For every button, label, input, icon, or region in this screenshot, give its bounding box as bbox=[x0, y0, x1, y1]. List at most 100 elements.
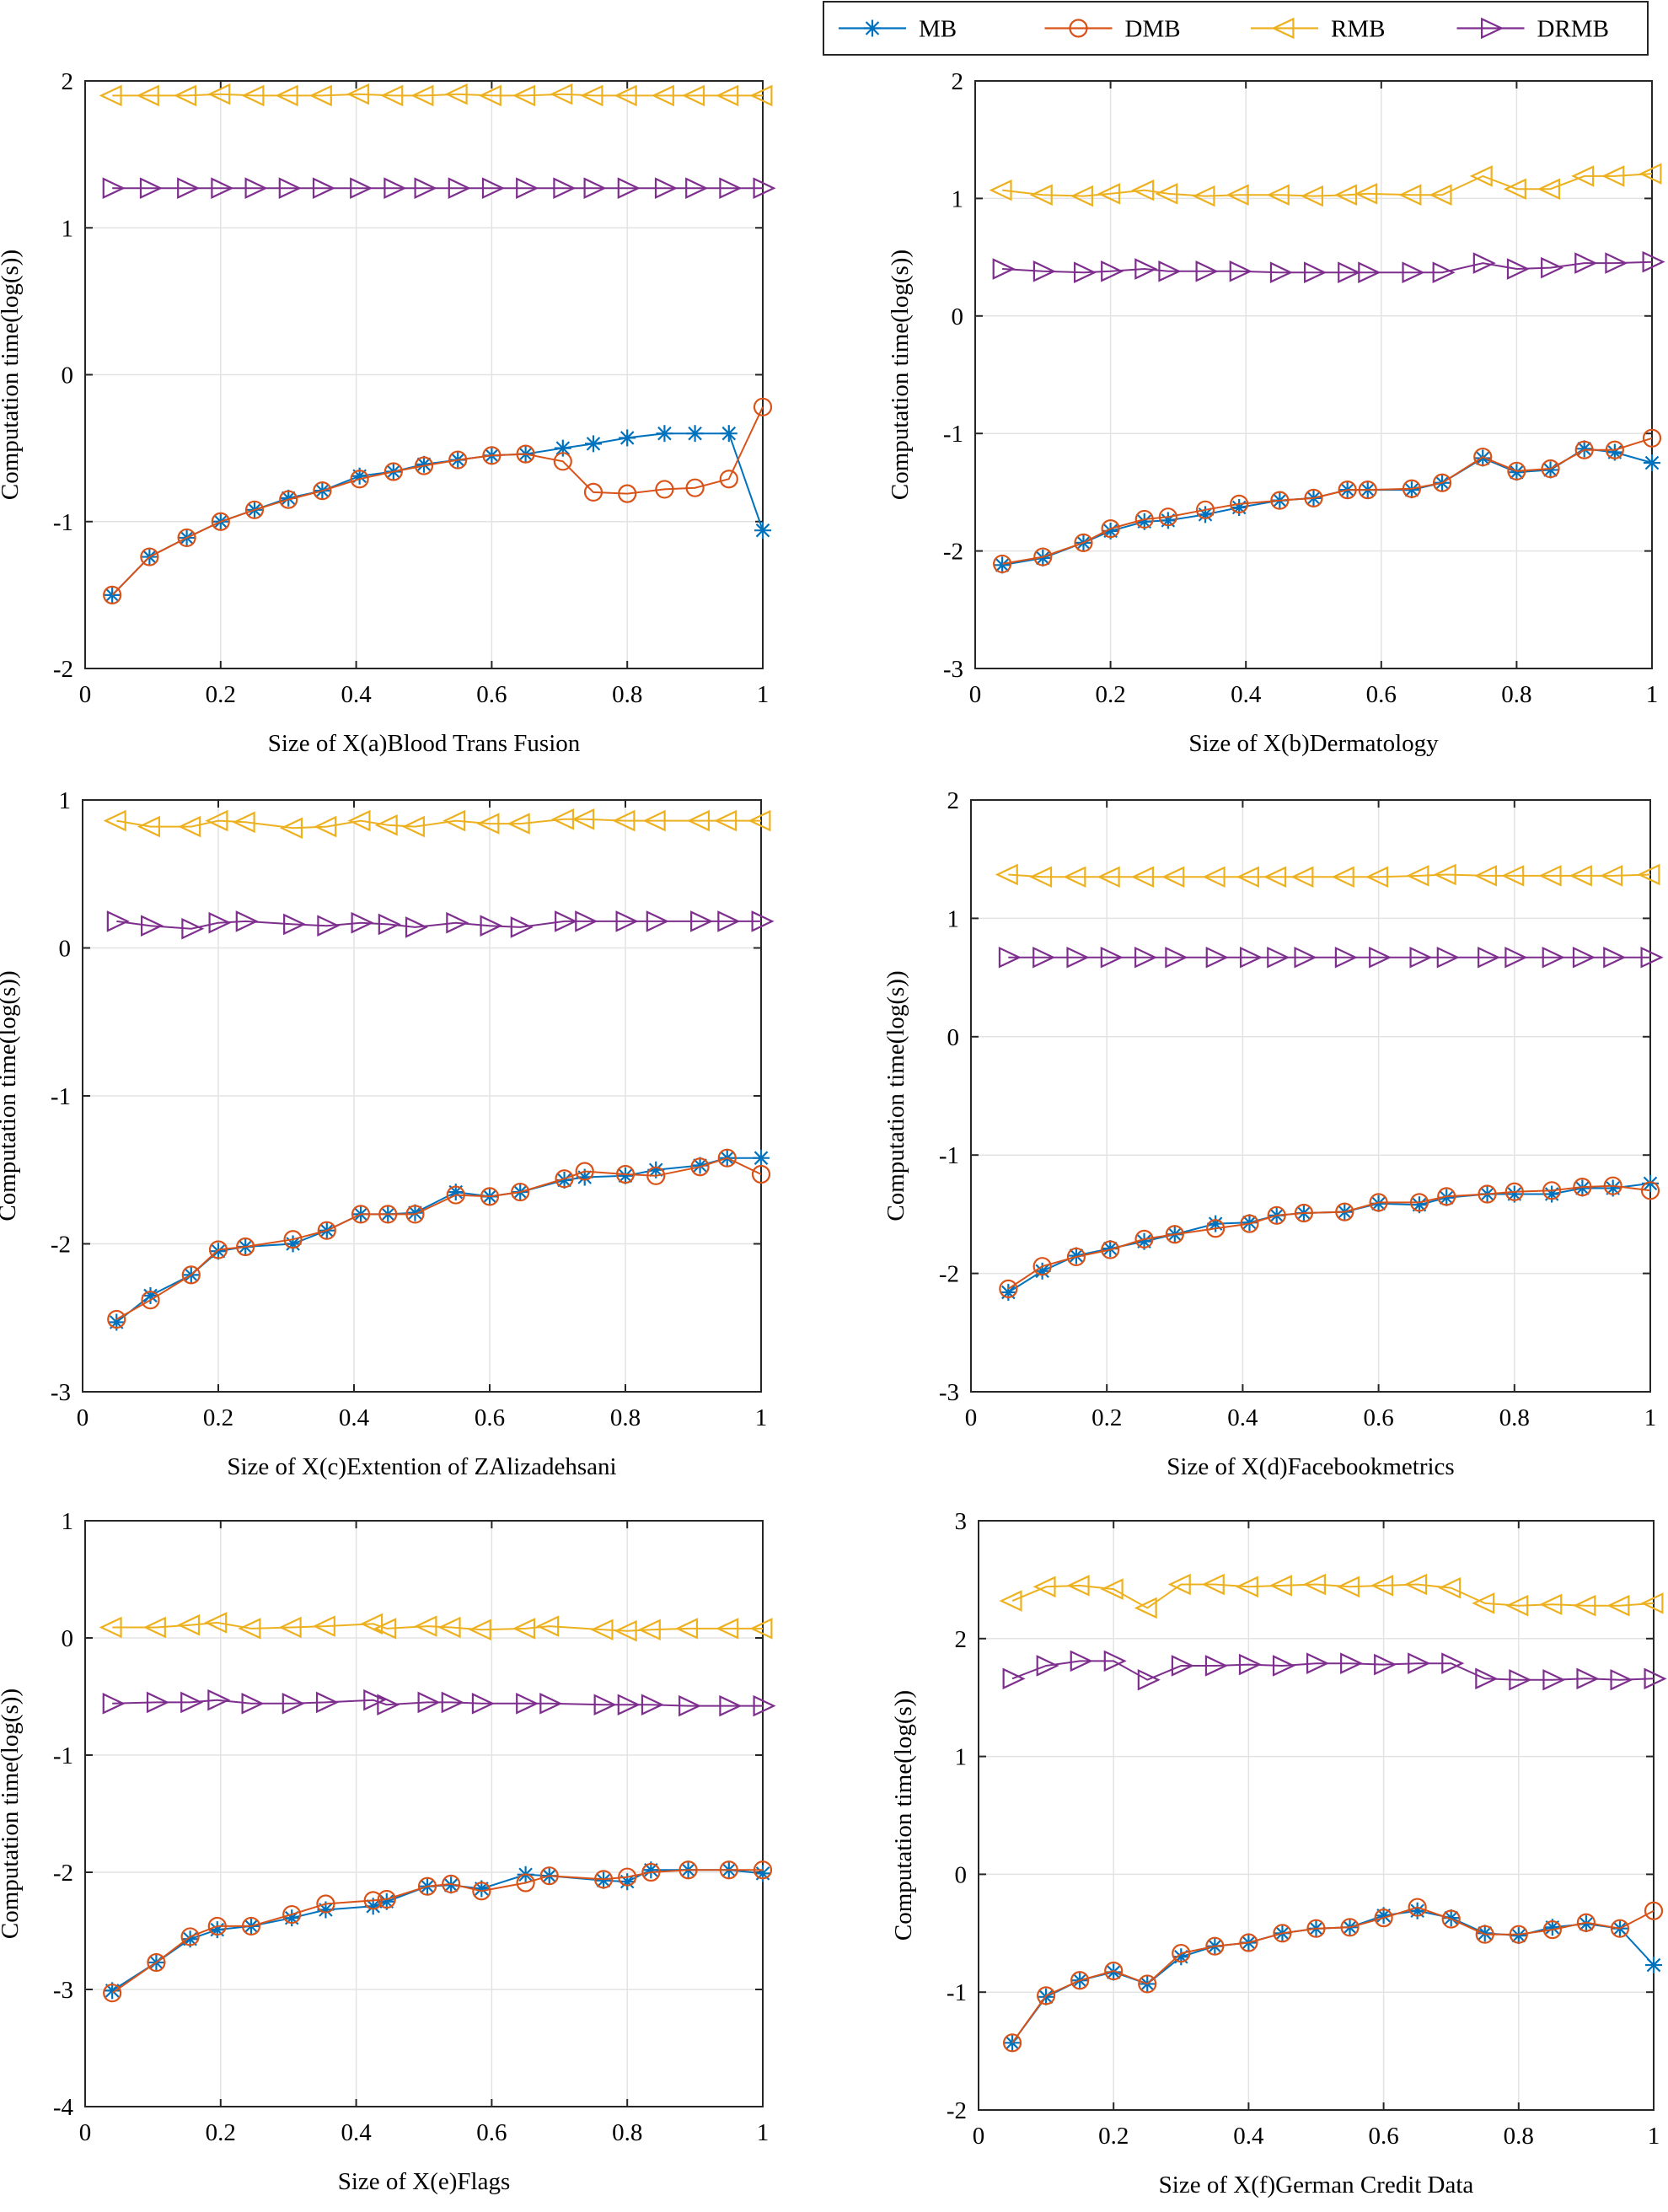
data-point-drmb bbox=[180, 1691, 204, 1714]
data-point-dmb bbox=[999, 1279, 1018, 1298]
series-line-dmb bbox=[1001, 437, 1653, 565]
data-point-drmb bbox=[1272, 1655, 1296, 1677]
data-point-dmb bbox=[1644, 1901, 1664, 1920]
legend-label-rmb: RMB bbox=[1331, 16, 1385, 43]
data-point-dmb bbox=[448, 450, 468, 470]
data-point-drmb bbox=[1334, 946, 1358, 969]
data-point-rmb bbox=[1354, 183, 1378, 205]
data-point-mb bbox=[406, 1204, 424, 1221]
legend-entry-mb: MB bbox=[839, 16, 957, 43]
data-point-drmb bbox=[1402, 261, 1425, 284]
data-point-rmb bbox=[278, 1616, 302, 1639]
data-point-drmb bbox=[1204, 1655, 1228, 1677]
y-tick-label: 2 bbox=[952, 68, 964, 95]
data-point-rmb bbox=[174, 84, 197, 107]
series-rmb bbox=[989, 163, 1662, 207]
data-point-drmb bbox=[1436, 946, 1460, 969]
data-point-drmb bbox=[1338, 261, 1361, 284]
series-dmb bbox=[103, 1860, 773, 2003]
data-point-mb bbox=[1543, 1185, 1561, 1203]
data-point-rmb bbox=[1236, 866, 1259, 889]
data-point-drmb bbox=[719, 1694, 743, 1717]
data-point-rmb bbox=[1398, 184, 1422, 207]
y-tick-label: 1 bbox=[62, 215, 74, 242]
data-point-rmb bbox=[1505, 1594, 1529, 1617]
data-point-dmb bbox=[753, 397, 773, 416]
data-point-dmb bbox=[1306, 1919, 1326, 1938]
data-point-rmb bbox=[360, 1613, 383, 1635]
data-point-drmb bbox=[1542, 946, 1565, 969]
data-point-rmb bbox=[205, 809, 228, 832]
data-point-dmb bbox=[685, 478, 705, 497]
data-point-drmb bbox=[481, 177, 505, 199]
x-tick-label: 0.6 bbox=[1366, 681, 1397, 708]
data-point-mb bbox=[1476, 1925, 1494, 1942]
data-point-rmb bbox=[142, 1616, 166, 1639]
chart-panel-0: 0 0.2 0.4 0.6 0.8 1 -2 -1 0 1 2 Size of X(a)Blood T… bbox=[0, 68, 776, 757]
data-point-rmb bbox=[1473, 865, 1498, 887]
data-point-rmb bbox=[682, 84, 705, 107]
data-point-dmb bbox=[993, 554, 1012, 574]
data-point-drmb bbox=[1032, 260, 1056, 282]
y-tick-label: -2 bbox=[51, 1232, 71, 1259]
data-point-drmb bbox=[1574, 252, 1598, 274]
data-point-drmb bbox=[1306, 1652, 1330, 1674]
y-tick-label: -3 bbox=[943, 656, 963, 683]
data-point-rmb bbox=[1029, 866, 1053, 889]
data-point-dmb bbox=[646, 1166, 666, 1185]
data-point-mb bbox=[1645, 1957, 1662, 1974]
data-point-dmb bbox=[1542, 1181, 1562, 1200]
y-tick-label: -1 bbox=[53, 509, 73, 536]
data-point-drmb bbox=[1158, 260, 1182, 282]
data-point-drmb bbox=[235, 910, 259, 932]
data-point-dmb bbox=[1165, 1225, 1184, 1244]
data-point-rmb bbox=[1167, 1573, 1191, 1596]
data-point-dmb bbox=[1374, 1909, 1393, 1928]
data-point-dmb bbox=[1335, 1202, 1354, 1221]
data-point-drmb bbox=[1032, 946, 1056, 969]
x-tick-label: 0.2 bbox=[1098, 2123, 1129, 2150]
data-point-mb bbox=[554, 439, 571, 457]
data-point-drmb bbox=[654, 177, 678, 199]
data-point-mb bbox=[754, 522, 771, 540]
data-point-rmb bbox=[1539, 1593, 1563, 1616]
x-tick-label: 0.8 bbox=[1504, 2123, 1534, 2150]
series-rmb bbox=[99, 83, 773, 107]
data-point-rmb bbox=[275, 84, 298, 107]
data-point-drmb bbox=[753, 1694, 776, 1717]
data-point-rmb bbox=[674, 1618, 699, 1640]
data-point-dmb bbox=[351, 1205, 371, 1224]
data-point-drmb bbox=[1002, 1667, 1026, 1690]
data-point-rmb bbox=[347, 809, 371, 832]
data-point-dmb bbox=[480, 1187, 500, 1206]
y-tick-label: -1 bbox=[939, 1142, 959, 1169]
data-point-rmb bbox=[507, 813, 530, 835]
data-point-dmb bbox=[719, 470, 738, 489]
data-point-drmb bbox=[1165, 946, 1188, 969]
data-point-rmb bbox=[1300, 185, 1324, 207]
data-point-rmb bbox=[590, 1619, 614, 1641]
y-tick-label: -2 bbox=[939, 1261, 959, 1288]
data-point-dmb bbox=[107, 1309, 126, 1329]
data-point-drmb bbox=[1576, 1667, 1600, 1690]
data-point-rmb bbox=[1569, 865, 1592, 887]
x-axis-label: Size of X(d)Facebookmetrics bbox=[1167, 1453, 1454, 1480]
y-tick-label: 2 bbox=[955, 1626, 968, 1653]
data-point-mb bbox=[1542, 461, 1559, 479]
series-line-rmb bbox=[116, 818, 761, 830]
x-tick-label: 1 bbox=[1648, 2123, 1660, 2150]
data-point-rmb bbox=[99, 84, 122, 107]
data-point-dmb bbox=[583, 482, 603, 502]
data-point-rmb bbox=[1606, 1594, 1630, 1617]
data-point-drmb bbox=[553, 177, 577, 199]
x-tick-label: 0.8 bbox=[612, 2119, 642, 2146]
data-point-rmb bbox=[1404, 1573, 1428, 1596]
data-point-drmb bbox=[1504, 946, 1528, 969]
y-axis-label: Computation time(log(s)) bbox=[0, 250, 24, 500]
data-point-dmb bbox=[1437, 1187, 1456, 1206]
data-point-rmb bbox=[1202, 866, 1226, 889]
data-point-mb bbox=[1642, 1174, 1659, 1192]
data-point-dmb bbox=[1195, 500, 1215, 519]
data-point-rmb bbox=[1601, 165, 1625, 187]
